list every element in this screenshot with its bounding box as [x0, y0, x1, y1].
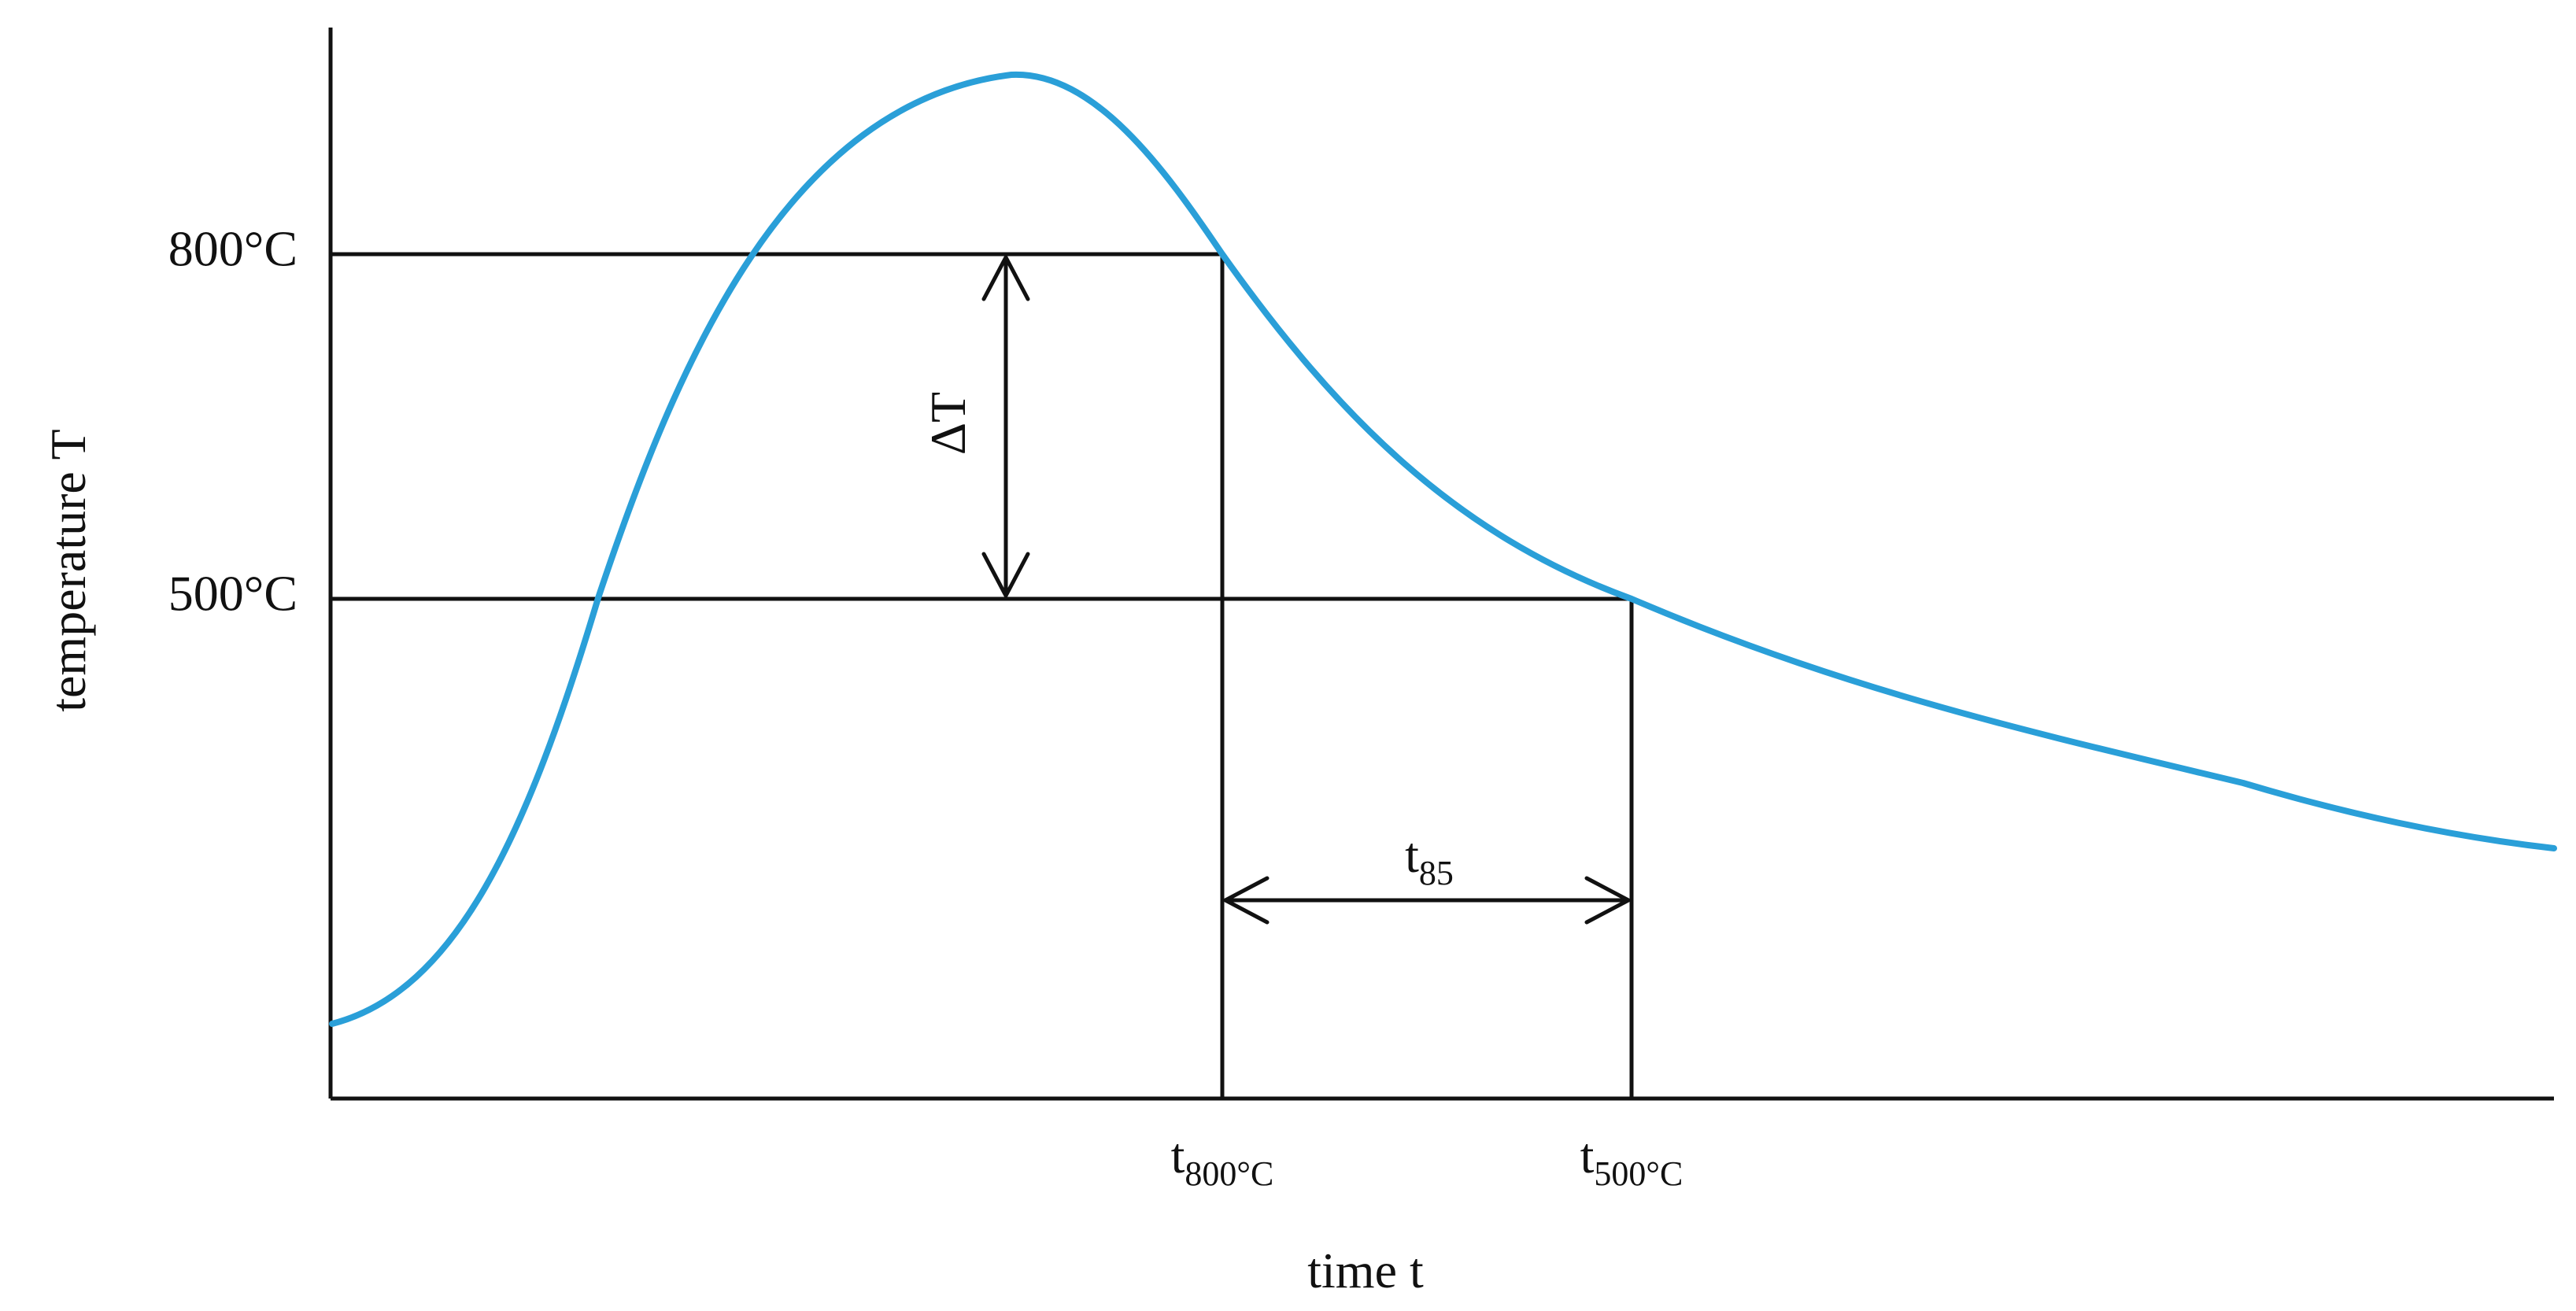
delta-t-arrow [981, 255, 1030, 598]
t85-label: t85 [1405, 827, 1454, 892]
y-label-500: 500°C [168, 566, 298, 622]
x-label-t500: t500°C [1580, 1128, 1683, 1193]
x-label-t800-main: t [1171, 1128, 1185, 1184]
x-label-t800-sub: 800°C [1185, 1154, 1273, 1193]
x-label-t500-main: t [1580, 1128, 1595, 1184]
x-label-t500-sub: 500°C [1594, 1154, 1683, 1193]
delta-t-label: ΔT [920, 392, 976, 455]
t85-arrow [1223, 876, 1631, 925]
t85-label-sub: 85 [1419, 854, 1454, 892]
x-label-t800: t800°C [1171, 1128, 1274, 1193]
x-axis-title: time t [1307, 1243, 1424, 1298]
y-axis-title: temperature T [40, 429, 96, 712]
y-label-800: 800°C [168, 221, 298, 277]
temperature-curve [329, 71, 2557, 1027]
t85-label-main: t [1405, 827, 1419, 883]
